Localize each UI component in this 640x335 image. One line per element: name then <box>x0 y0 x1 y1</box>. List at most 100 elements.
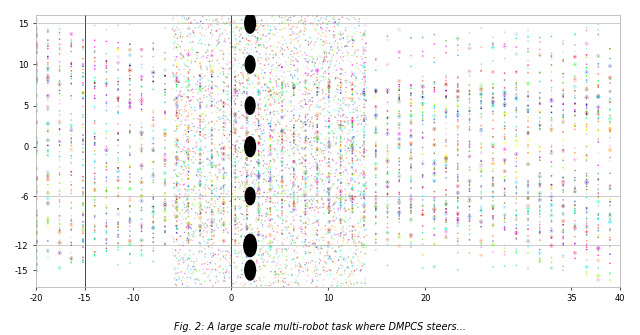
Point <box>511 216 522 221</box>
Point <box>348 92 358 97</box>
Point <box>394 49 404 55</box>
Point <box>523 226 533 232</box>
Point <box>346 259 356 264</box>
Point <box>266 179 276 185</box>
Point <box>324 197 334 202</box>
Point <box>558 189 568 195</box>
Point <box>277 184 287 189</box>
Point <box>194 165 204 171</box>
Point <box>345 110 355 115</box>
Point <box>288 215 298 220</box>
Point <box>285 98 295 103</box>
Point <box>171 43 181 48</box>
Point <box>348 107 358 112</box>
Point <box>582 84 592 90</box>
Point <box>382 207 392 213</box>
Point <box>268 129 278 134</box>
Point <box>476 115 486 120</box>
Point <box>333 208 344 213</box>
Point <box>223 209 233 215</box>
Point <box>511 250 522 256</box>
Point <box>358 224 369 229</box>
Point <box>230 25 241 31</box>
Point <box>534 119 545 124</box>
Point <box>229 62 239 67</box>
Point <box>382 159 392 165</box>
Point <box>324 28 335 33</box>
Point <box>452 149 463 154</box>
Point <box>371 130 381 135</box>
Point <box>320 227 330 232</box>
Point <box>66 81 76 86</box>
Point <box>300 112 310 118</box>
Point <box>167 150 177 155</box>
Point <box>221 191 231 197</box>
Point <box>277 184 287 189</box>
Point <box>312 284 322 289</box>
Point <box>534 90 545 95</box>
Point <box>348 196 358 201</box>
Point <box>289 103 300 109</box>
Point <box>31 62 41 68</box>
Point <box>207 21 217 26</box>
Point <box>558 143 568 148</box>
Point <box>273 154 284 160</box>
Point <box>253 185 264 190</box>
Point <box>582 232 592 238</box>
Point <box>314 18 324 23</box>
Point <box>277 115 287 120</box>
Point <box>441 114 451 120</box>
Point <box>265 169 275 175</box>
Point <box>300 182 310 187</box>
Point <box>232 120 243 125</box>
Point <box>333 112 344 118</box>
Point <box>268 87 278 92</box>
Point <box>196 143 206 148</box>
Point <box>511 230 522 236</box>
Point <box>221 253 231 258</box>
Point <box>523 161 533 167</box>
Point <box>295 44 305 50</box>
Point <box>205 131 215 136</box>
Point <box>31 212 41 218</box>
Point <box>66 61 76 66</box>
Point <box>289 63 299 68</box>
Point <box>269 99 279 105</box>
Point <box>168 202 178 208</box>
Point <box>173 181 184 186</box>
Point <box>216 97 226 102</box>
Point <box>348 231 358 237</box>
Point <box>206 269 216 275</box>
Point <box>335 106 346 111</box>
Point <box>534 257 545 262</box>
Point <box>265 207 275 212</box>
Point <box>259 142 269 147</box>
Point <box>320 157 330 162</box>
Point <box>582 229 592 234</box>
Point <box>66 256 76 261</box>
Point <box>43 121 53 126</box>
Point <box>296 229 307 234</box>
Point <box>208 165 218 170</box>
Point <box>175 67 185 73</box>
Point <box>289 199 299 204</box>
Point <box>523 195 533 201</box>
Point <box>360 78 371 84</box>
Point <box>300 189 310 195</box>
Point <box>300 92 310 97</box>
Point <box>292 118 303 124</box>
Point <box>348 224 358 229</box>
Point <box>205 272 215 277</box>
Point <box>207 129 217 134</box>
Point <box>333 185 343 190</box>
Point <box>168 15 178 21</box>
Point <box>250 243 260 248</box>
Point <box>452 88 463 94</box>
Point <box>250 218 260 223</box>
Point <box>207 212 217 218</box>
Point <box>441 199 451 204</box>
Point <box>289 128 299 134</box>
Point <box>173 27 184 32</box>
Point <box>341 232 351 237</box>
Point <box>305 20 316 25</box>
